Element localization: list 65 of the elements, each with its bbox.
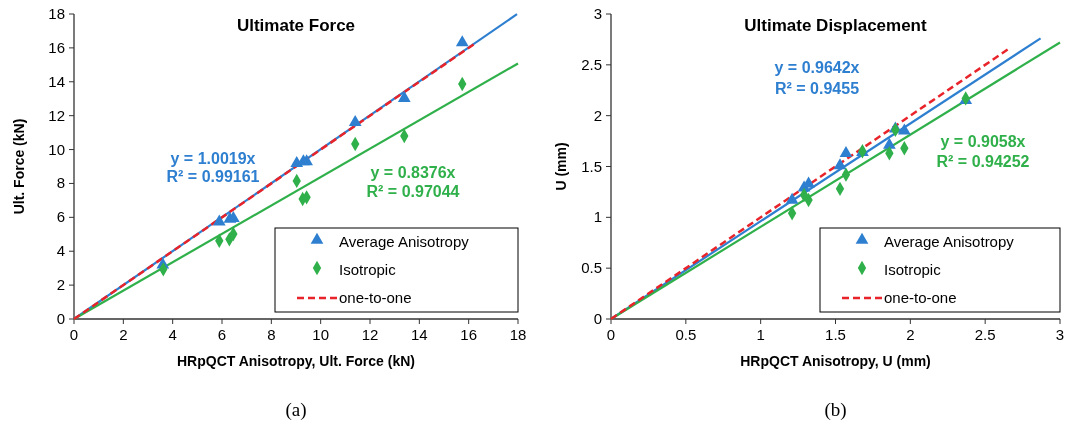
y-tick-label: 18: [48, 5, 65, 22]
y-axis-title: U (mm): [553, 142, 569, 191]
x-tick-label: 8: [267, 326, 276, 343]
chart-title: Ultimate Force: [236, 16, 356, 35]
legend-label: Average Anisotropy: [339, 233, 470, 250]
point: [839, 145, 853, 157]
point: [455, 35, 469, 47]
y-tick-label: 8: [56, 174, 65, 192]
y-tick-label: 3: [593, 5, 602, 22]
x-tick-label: 14: [410, 326, 428, 343]
point: [897, 123, 911, 135]
annotation: y = 0.8376x: [370, 164, 456, 181]
x-tick-label: 16: [460, 326, 478, 343]
x-tick-label: 2: [906, 326, 915, 343]
x-tick-label: 18: [509, 326, 527, 343]
x-tick-label: 4: [168, 326, 177, 343]
x-axis-title: HRpQCT Anisotropy, Ult. Force (kN): [177, 353, 415, 369]
y-tick-label: 1.5: [581, 157, 602, 175]
x-tick-label: 0.5: [675, 326, 697, 343]
y-tick-label: 0: [56, 310, 65, 327]
legend-label: Isotropic: [339, 261, 397, 278]
text: (a): [285, 399, 307, 421]
x-tick-label: 0: [69, 326, 79, 343]
y-tick-label: 1: [593, 208, 602, 226]
legend-label: one-to-one: [884, 289, 957, 306]
annotation: y = 1.0019x: [170, 150, 256, 167]
legend-label: Average Anisotropy: [884, 233, 1015, 250]
point: [833, 158, 847, 170]
annotation: R² = 0.97044: [366, 183, 460, 200]
x-tick-label: 3: [1055, 326, 1065, 343]
y-tick-label: 6: [56, 208, 65, 226]
y-tick-label: 0: [593, 310, 602, 327]
y-tick-label: 16: [48, 38, 65, 56]
annotation: y = 0.9642x: [774, 59, 860, 76]
point: [397, 90, 411, 102]
y-tick-label: 2.5: [581, 55, 602, 73]
x-tick-label: 12: [361, 326, 379, 343]
text: (b): [824, 399, 847, 421]
x-axis-title: HRpQCT Anisotropy, U (mm): [740, 353, 931, 369]
point: [348, 114, 362, 126]
legend-label: one-to-one: [339, 289, 412, 306]
x-tick-label: 6: [217, 326, 227, 343]
x-tick-label: 1.5: [825, 326, 846, 343]
y-tick-label: 2: [593, 106, 602, 124]
y-tick-label: 4: [56, 242, 65, 260]
point: [212, 214, 226, 226]
y-tick-label: 12: [48, 106, 65, 124]
legend-label: Isotropic: [884, 261, 942, 278]
annotation: R² = 0.99161: [166, 168, 260, 185]
x-tick-label: 0: [606, 326, 616, 343]
y-tick-label: 10: [48, 140, 65, 158]
point: [785, 192, 799, 204]
x-tick-label: 2.5: [974, 326, 996, 343]
chart-title: Ultimate Displacement: [744, 16, 927, 35]
y-tick-label: 14: [48, 72, 65, 90]
annotation: R² = 0.94252: [936, 153, 1030, 170]
x-tick-label: 1: [756, 326, 765, 343]
x-tick-label: 2: [119, 326, 128, 343]
y-axis-title: Ult. Force (kN): [11, 118, 27, 215]
point: [883, 137, 896, 149]
y-tick-label: 2: [56, 276, 65, 294]
y-tick-label: 0.5: [581, 259, 602, 277]
annotation: y = 0.9058x: [940, 133, 1026, 150]
annotation: R² = 0.9455: [774, 80, 860, 97]
x-tick-label: 10: [312, 326, 330, 343]
